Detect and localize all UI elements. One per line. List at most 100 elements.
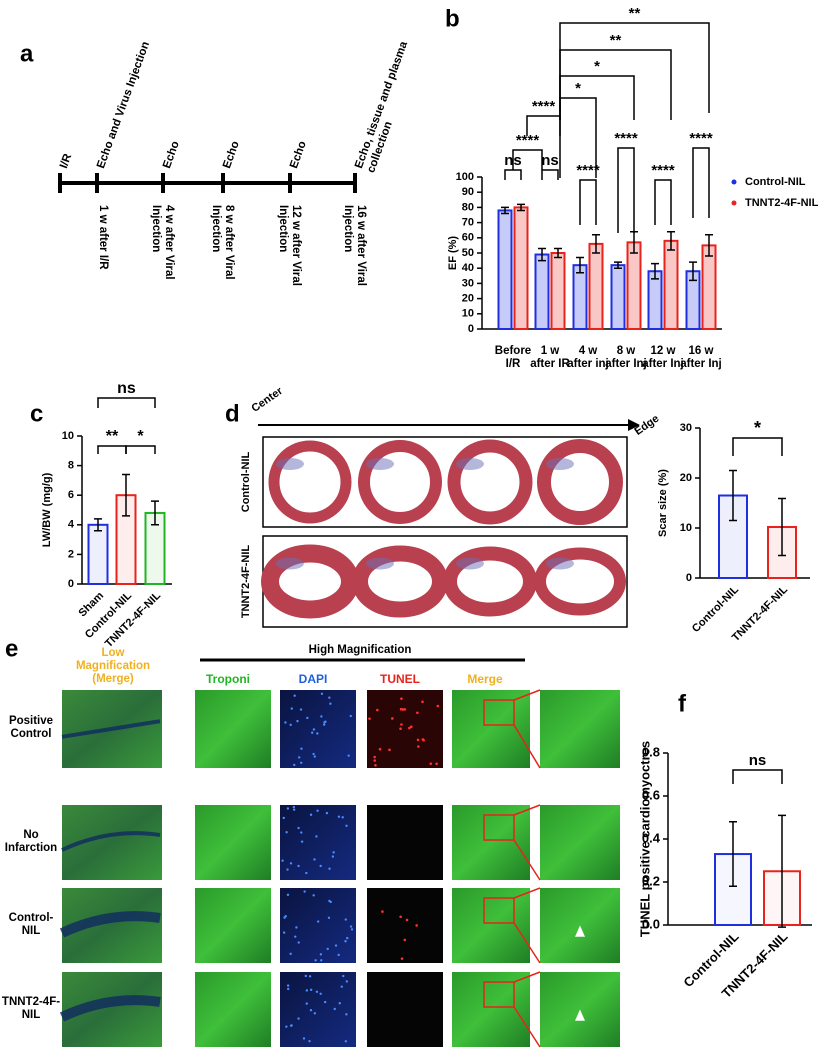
nucleus — [315, 835, 318, 838]
y-tick-label: 50 — [462, 247, 474, 259]
significance-label: **** — [614, 130, 638, 147]
legend-marker — [731, 200, 737, 206]
nucleus — [286, 868, 289, 871]
nucleus — [319, 992, 322, 996]
tunel-spot — [403, 938, 407, 942]
nucleus — [300, 761, 303, 764]
tunel-spot — [421, 738, 425, 741]
nucleus — [285, 1025, 288, 1028]
y-tick-label: 20 — [462, 293, 474, 305]
nucleus — [300, 831, 303, 834]
scar-region — [276, 557, 304, 570]
scar-region — [546, 458, 574, 470]
low-mag-header: Low Magnification (Merge) — [75, 647, 151, 685]
nucleus — [293, 694, 296, 697]
zoom-box — [483, 699, 515, 726]
timeline-time: 1 w after I/R — [97, 205, 109, 270]
nucleus — [349, 925, 353, 928]
tunel-spot — [429, 762, 433, 765]
tunel-spot — [374, 764, 377, 767]
tunel-spot — [409, 725, 413, 729]
error-bar — [554, 247, 562, 259]
nucleus — [319, 953, 323, 956]
timeline-time: 16 w after Viral Injection — [342, 205, 367, 286]
bar — [572, 264, 588, 331]
nucleus — [294, 935, 297, 938]
heart-section — [534, 547, 626, 616]
nucleus — [309, 1009, 313, 1012]
nucleus — [322, 723, 326, 726]
tunel-spot — [416, 711, 419, 715]
nucleus — [316, 809, 319, 812]
x-tick-label: 12 w after Inj — [642, 345, 684, 370]
tissue-streak — [59, 911, 161, 938]
nucleus — [300, 747, 303, 750]
channel-label: Troponi — [206, 672, 250, 686]
nucleus — [333, 1007, 336, 1011]
zoom-box — [483, 897, 515, 924]
row-label: No Infarction — [4, 828, 58, 854]
tunel-spot — [417, 745, 420, 748]
row-label: TNNT2-4F-NIL — [1, 995, 61, 1021]
nucleus — [324, 720, 327, 723]
nucleus — [345, 1013, 348, 1016]
nucleus — [316, 920, 320, 923]
nucleus — [296, 719, 299, 723]
error-bar — [501, 206, 509, 215]
arrowhead-marker — [575, 925, 585, 937]
tunel-spot — [436, 704, 440, 708]
heart-section — [358, 440, 442, 524]
scar-region — [546, 557, 574, 570]
y-tick-label: 80 — [462, 201, 474, 213]
tunel-spot — [376, 708, 379, 712]
channel-label: TUNEL — [380, 672, 420, 686]
nucleus — [329, 900, 332, 904]
nucleus — [282, 931, 286, 934]
zoom-lines — [513, 887, 541, 964]
nucleus — [347, 754, 350, 757]
heart-section — [537, 439, 623, 525]
panel-label: d — [225, 400, 240, 427]
tunel-image — [367, 805, 443, 880]
nucleus — [327, 916, 331, 919]
bar — [534, 253, 550, 331]
merge-image — [452, 805, 530, 880]
tissue-streak — [61, 719, 161, 739]
significance-label: ns — [541, 152, 559, 169]
tunel-spot — [435, 762, 438, 766]
scar-region — [456, 557, 484, 570]
tunel-spot — [415, 924, 418, 927]
nucleus — [315, 990, 319, 993]
error-bar — [94, 518, 102, 532]
nucleus — [289, 723, 292, 727]
nucleus — [312, 728, 316, 731]
nucleus — [340, 985, 343, 988]
error-bar — [705, 234, 713, 257]
nucleus — [304, 974, 308, 978]
nucleus — [305, 871, 308, 875]
error-bar — [592, 234, 600, 254]
significance-label: ns — [117, 380, 136, 397]
error-bar — [729, 821, 737, 888]
nucleus — [345, 980, 349, 983]
legend-label: TNNT2-4F-NIL — [745, 197, 819, 209]
nucleus — [305, 1002, 308, 1005]
nucleus — [316, 732, 319, 735]
scar-region — [366, 458, 394, 470]
significance-bracket — [512, 149, 543, 170]
nucleus — [320, 959, 323, 962]
y-tick-label: 30 — [462, 277, 474, 289]
nucleus — [310, 731, 314, 734]
high-mag-header: High Magnification — [308, 644, 412, 656]
tunel-spot — [399, 915, 402, 919]
nucleus — [320, 692, 324, 695]
nucleus — [297, 826, 300, 830]
y-tick-label: 70 — [462, 217, 474, 229]
direction-start: Center — [250, 385, 286, 415]
zoom-lines — [513, 804, 541, 881]
significance-label: ** — [106, 428, 119, 445]
dapi-image — [280, 888, 356, 963]
error-bar — [614, 261, 622, 269]
channel-label: Merge — [467, 672, 503, 686]
